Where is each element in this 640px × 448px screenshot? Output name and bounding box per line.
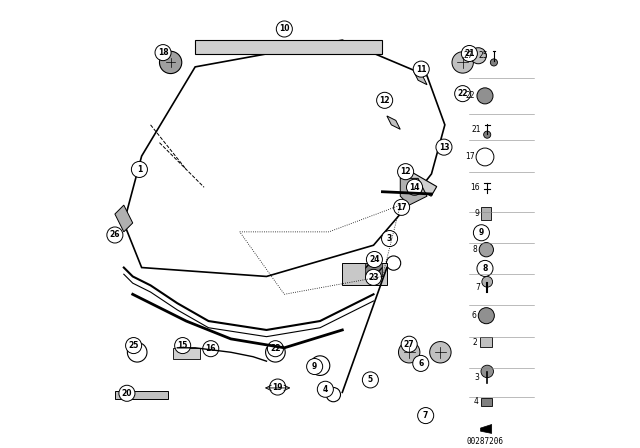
Text: 11: 11 [416, 65, 426, 73]
Bar [115, 391, 168, 399]
Circle shape [452, 52, 474, 73]
Circle shape [307, 358, 323, 375]
Polygon shape [413, 71, 427, 85]
Text: 16: 16 [205, 344, 216, 353]
Text: 6: 6 [472, 311, 477, 320]
Circle shape [484, 131, 491, 138]
Text: 00287206: 00287206 [467, 437, 504, 446]
Circle shape [477, 260, 493, 276]
Circle shape [119, 385, 135, 401]
Text: 18: 18 [157, 48, 168, 57]
Text: 25: 25 [129, 341, 139, 350]
Circle shape [454, 86, 470, 102]
Text: 9: 9 [479, 228, 484, 237]
Text: 1: 1 [137, 165, 142, 174]
Circle shape [479, 242, 493, 257]
Polygon shape [387, 116, 400, 129]
Circle shape [362, 372, 378, 388]
Text: 13: 13 [438, 142, 449, 151]
Text: 16: 16 [470, 183, 479, 192]
Circle shape [175, 337, 191, 353]
Text: 7: 7 [476, 283, 481, 292]
Text: 24: 24 [369, 255, 380, 264]
Text: 22: 22 [466, 91, 475, 100]
Bar [481, 398, 492, 406]
Circle shape [399, 341, 420, 363]
Circle shape [482, 276, 493, 287]
Bar [342, 263, 387, 285]
Circle shape [107, 227, 123, 243]
Text: 25: 25 [479, 51, 488, 60]
Circle shape [376, 92, 393, 108]
Bar [365, 263, 383, 276]
Text: 6: 6 [418, 359, 424, 368]
Circle shape [418, 408, 434, 424]
Circle shape [381, 231, 397, 246]
Text: 26: 26 [109, 230, 120, 240]
Text: 8: 8 [473, 245, 477, 254]
Text: 23: 23 [368, 273, 379, 282]
Circle shape [268, 340, 284, 357]
Text: 22: 22 [270, 344, 281, 353]
Circle shape [413, 61, 429, 77]
Text: 17: 17 [465, 152, 475, 161]
Text: 9: 9 [312, 362, 317, 371]
Circle shape [477, 88, 493, 104]
Bar [481, 207, 492, 220]
Circle shape [461, 46, 477, 61]
Polygon shape [400, 178, 427, 205]
Circle shape [366, 251, 383, 267]
Circle shape [478, 308, 494, 324]
Circle shape [125, 337, 141, 353]
Text: 17: 17 [396, 203, 407, 212]
Text: 12: 12 [401, 167, 411, 176]
Text: 21: 21 [471, 125, 481, 134]
Circle shape [406, 179, 422, 195]
Circle shape [159, 51, 182, 73]
Bar [173, 348, 200, 359]
Bar [195, 40, 383, 53]
Bar [400, 169, 436, 196]
Circle shape [490, 59, 497, 66]
Circle shape [365, 269, 381, 285]
Circle shape [317, 381, 333, 397]
Text: 19: 19 [273, 383, 283, 392]
Circle shape [481, 365, 493, 378]
Text: 9: 9 [475, 209, 479, 218]
Circle shape [394, 199, 410, 215]
Text: 20: 20 [122, 389, 132, 398]
Circle shape [203, 340, 219, 357]
Polygon shape [481, 425, 492, 433]
Text: 3: 3 [387, 234, 392, 243]
Circle shape [276, 21, 292, 37]
Text: 21: 21 [464, 49, 475, 58]
Circle shape [470, 47, 486, 64]
Circle shape [474, 225, 490, 241]
Text: 12: 12 [380, 96, 390, 105]
Circle shape [131, 161, 147, 177]
Circle shape [413, 355, 429, 371]
Text: 7: 7 [423, 411, 428, 420]
Circle shape [155, 45, 171, 60]
Text: 14: 14 [410, 183, 420, 192]
Text: 3: 3 [474, 373, 479, 382]
Circle shape [436, 139, 452, 155]
Polygon shape [115, 205, 132, 232]
Text: 27: 27 [463, 51, 473, 60]
Text: 10: 10 [279, 25, 289, 34]
Text: 8: 8 [483, 264, 488, 273]
Circle shape [397, 164, 413, 180]
Text: 22: 22 [458, 89, 468, 98]
Circle shape [269, 379, 285, 395]
Text: 15: 15 [177, 341, 188, 350]
Text: 4: 4 [474, 397, 478, 406]
Text: 2: 2 [473, 337, 477, 346]
Text: 4: 4 [323, 385, 328, 394]
Text: 5: 5 [368, 375, 373, 384]
Text: 27: 27 [404, 340, 415, 349]
Circle shape [401, 336, 417, 352]
Circle shape [429, 341, 451, 363]
Bar [479, 337, 492, 347]
